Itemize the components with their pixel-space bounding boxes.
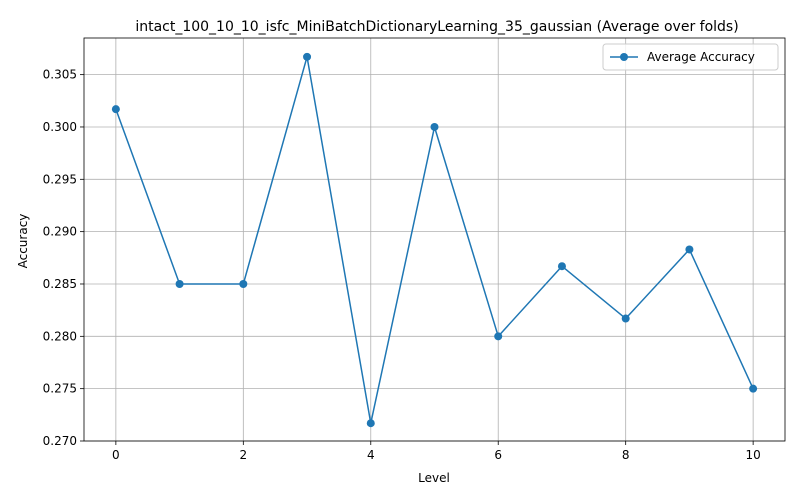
y-tick-label: 0.290 bbox=[43, 225, 77, 239]
y-tick-label: 0.270 bbox=[43, 434, 77, 448]
data-point bbox=[685, 245, 694, 254]
x-axis-label: Level bbox=[418, 471, 450, 485]
y-tick-label: 0.275 bbox=[43, 382, 77, 396]
data-point bbox=[239, 279, 248, 288]
x-tick-label: 6 bbox=[494, 448, 502, 462]
grid-lines bbox=[84, 38, 785, 442]
data-point bbox=[303, 52, 312, 61]
y-tick-label: 0.295 bbox=[43, 172, 77, 186]
x-tick-label: 2 bbox=[239, 448, 247, 462]
data-point bbox=[557, 262, 566, 271]
legend-series-marker bbox=[620, 53, 628, 61]
legend-series-label: Average Accuracy bbox=[647, 50, 755, 64]
data-point bbox=[621, 314, 630, 323]
y-axis-label: Accuracy bbox=[16, 214, 30, 269]
y-tick-label: 0.280 bbox=[43, 329, 77, 343]
data-point bbox=[430, 122, 439, 131]
series-line bbox=[115, 56, 754, 424]
legend: Average Accuracy bbox=[602, 43, 779, 71]
axes-frame bbox=[83, 37, 786, 442]
x-tick-label: 0 bbox=[112, 448, 120, 462]
y-tick-label: 0.285 bbox=[43, 277, 77, 291]
data-point bbox=[175, 279, 184, 288]
data-point bbox=[111, 105, 120, 114]
data-point bbox=[749, 384, 758, 393]
x-tick-label: 10 bbox=[745, 448, 760, 462]
legend-box bbox=[602, 43, 779, 71]
x-tick-label: 4 bbox=[367, 448, 375, 462]
y-tick-label: 0.300 bbox=[43, 120, 77, 134]
y-tick-label: 0.305 bbox=[43, 68, 77, 82]
data-point bbox=[366, 419, 375, 428]
tick-marks: 0 2 4 6 8 10 0.270 0.275 0.280 0.285 0.290 0.295 0.3… bbox=[43, 68, 761, 462]
plot-frame bbox=[83, 37, 786, 442]
data-point bbox=[494, 332, 503, 341]
x-tick-label: 8 bbox=[622, 448, 630, 462]
chart-title: intact_100_10_10_isfc_MiniBatchDictionar… bbox=[135, 19, 738, 35]
series-layer bbox=[111, 52, 758, 428]
